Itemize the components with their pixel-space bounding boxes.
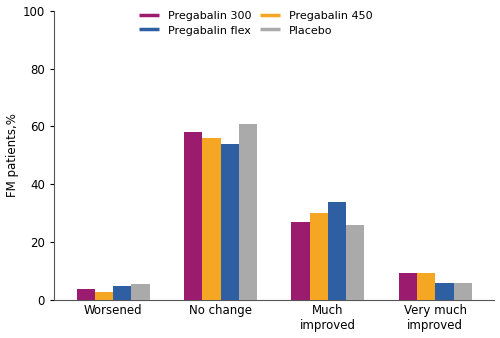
Bar	[346, 225, 364, 300]
Bar	[202, 138, 220, 300]
Bar	[454, 283, 472, 300]
Bar	[417, 273, 436, 300]
Bar	[399, 273, 417, 300]
Bar	[132, 284, 150, 300]
Bar	[328, 202, 346, 300]
Bar	[310, 213, 328, 300]
Bar	[113, 286, 132, 300]
Bar	[220, 144, 239, 300]
Bar	[76, 289, 95, 300]
Bar	[436, 283, 454, 300]
Y-axis label: FM patients,%: FM patients,%	[6, 114, 18, 197]
Legend: Pregabalin 300, Pregabalin flex, Pregabalin 450, Placebo: Pregabalin 300, Pregabalin flex, Pregaba…	[139, 10, 372, 36]
Bar	[184, 132, 202, 300]
Bar	[239, 124, 257, 300]
Bar	[292, 222, 310, 300]
Bar	[95, 292, 113, 300]
